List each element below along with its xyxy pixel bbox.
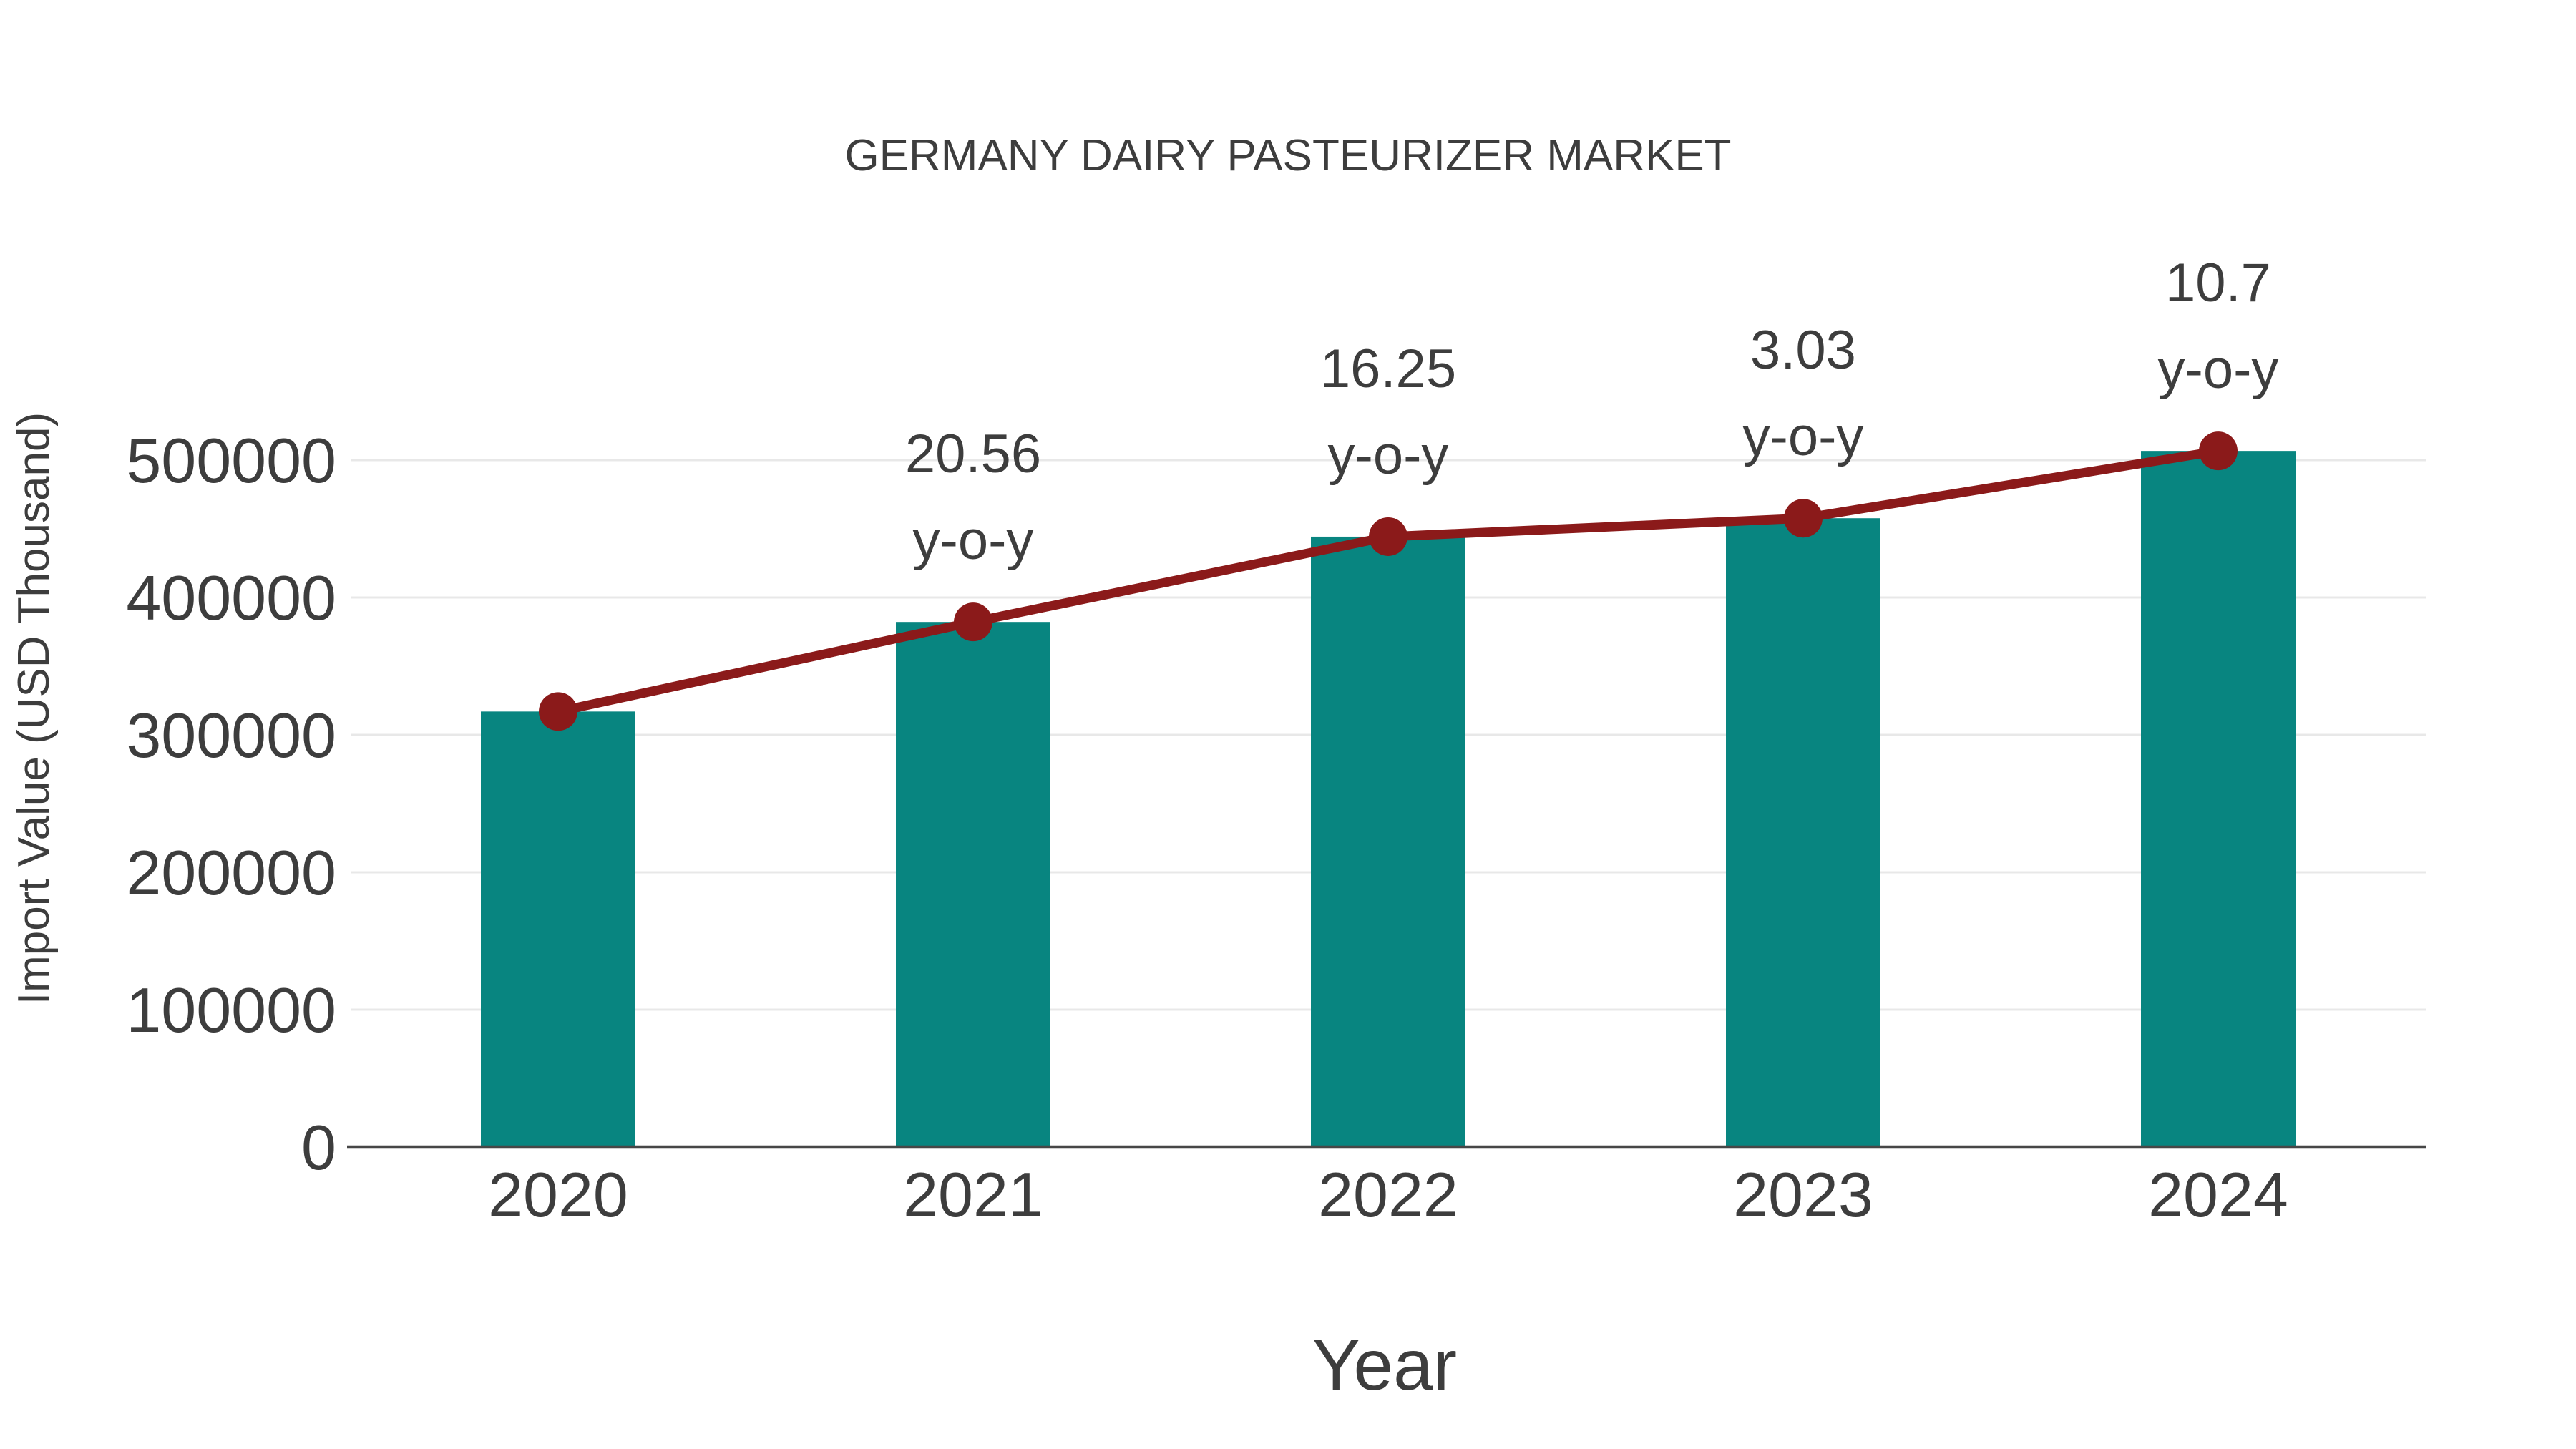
point-annotations: 20.56 y-o-y 16.25 y-o-y 3.03 y-o-y 10.7 y-o-y [905,253,2279,571]
x-axis-title: Year [1312,1325,1457,1405]
y-tick-label: 400000 [126,562,336,633]
y-tick-label: 0 [301,1112,336,1183]
bar-2024 [2141,451,2296,1147]
x-tick-label: 2021 [903,1159,1043,1230]
x-tick-label: 2023 [1733,1159,1873,1230]
trend-line-markers [539,431,2238,731]
annotation-suffix: y-o-y [1328,425,1449,486]
y-tick-label: 200000 [126,837,336,908]
y-tick-labels: 0 100000 200000 300000 400000 500000 [126,425,336,1183]
x-tick-label: 2022 [1318,1159,1458,1230]
annotation-value: 20.56 [905,424,1041,484]
bar-2023 [1726,518,1880,1147]
bar-2021 [896,622,1050,1147]
line-point-2024 [2199,431,2238,471]
chart-title: GERMANY DAIRY PASTEURIZER MARKET [844,131,1731,180]
bar-series [481,451,2296,1147]
x-tick-label: 2020 [488,1159,628,1230]
y-tick-label: 500000 [126,425,336,496]
line-point-2023 [1784,499,1823,538]
annotation-suffix: y-o-y [913,510,1034,571]
x-tick-label: 2024 [2148,1159,2288,1230]
y-axis-title: Import Value (USD Thousand) [9,412,59,1005]
annotation-value: 10.7 [2165,253,2271,313]
annotation-suffix: y-o-y [1743,406,1864,467]
line-point-2020 [539,692,577,731]
y-tick-label: 300000 [126,700,336,771]
bar-2022 [1311,536,1465,1147]
y-tick-label: 100000 [126,975,336,1045]
annotation-value: 3.03 [1750,320,1856,381]
x-tick-labels: 2020 2021 2022 2023 2024 [488,1159,2288,1230]
line-point-2021 [954,602,992,642]
bar-2020 [481,711,635,1147]
annotation-value: 16.25 [1320,338,1456,399]
annotation-suffix: y-o-y [2158,339,2279,400]
line-point-2022 [1369,517,1407,556]
